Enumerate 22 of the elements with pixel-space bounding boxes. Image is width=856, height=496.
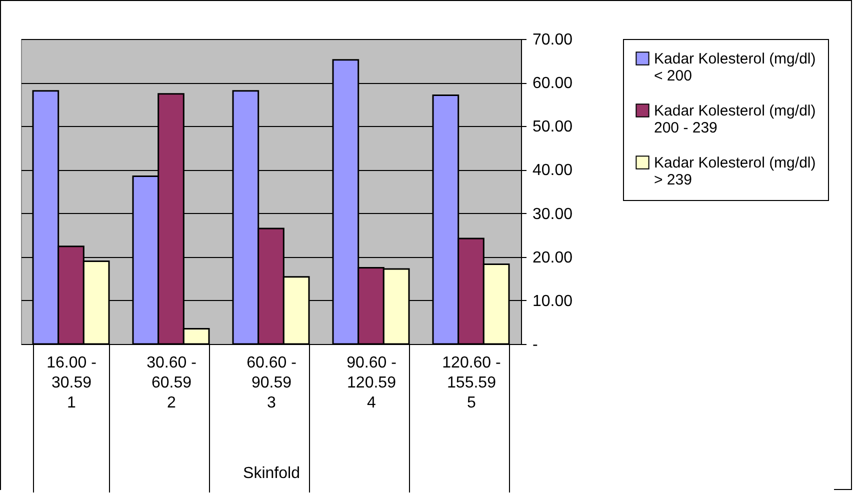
legend-label: Kadar Kolesterol (mg/dl) < 200 <box>654 50 816 84</box>
legend-label: Kadar Kolesterol (mg/dl) > 239 <box>654 154 816 188</box>
legend-label: Kadar Kolesterol (mg/dl) 200 - 239 <box>654 102 816 136</box>
x-axis-title: Skinfold <box>243 465 300 482</box>
x-tick-label: 60.60 - 90.59 <box>246 354 296 392</box>
text: 5 <box>467 394 476 412</box>
text: 2 <box>167 394 176 412</box>
y-tick-label: 30.00 <box>532 206 573 223</box>
x-tick-label: 90.60 - 120.59 <box>346 354 396 392</box>
y-tick-label: 60.00 <box>532 75 573 92</box>
text: 3 <box>267 394 276 412</box>
text: 4 <box>367 394 376 412</box>
y-tick-label: 40.00 <box>532 162 573 180</box>
text: 1 <box>67 394 76 412</box>
y-tick-label: 10.00 <box>532 292 573 310</box>
y-tick-label: 70.00 <box>532 32 573 48</box>
x-tick-label: 120.60 - 155.59 <box>442 354 501 392</box>
y-tick-label: - <box>532 336 538 354</box>
x-tick-label: 30.60 - 60.59 <box>146 354 196 392</box>
y-tick-label: 20.00 <box>532 249 573 266</box>
y-tick-label: 50.00 <box>532 118 573 136</box>
x-tick-label: 16.00 - 30.59 <box>46 354 96 392</box>
